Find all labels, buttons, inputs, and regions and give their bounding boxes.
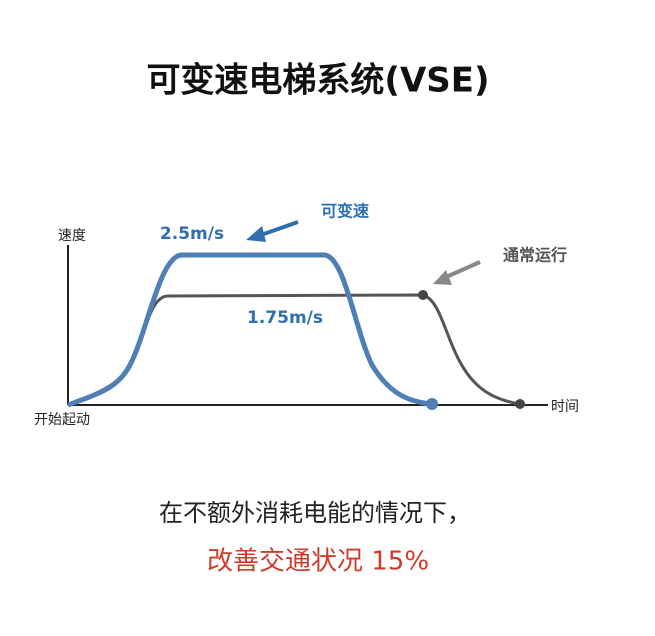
vse-curve <box>67 252 433 408</box>
normal-point <box>418 290 428 300</box>
y-axis-label: 速度 <box>58 228 86 244</box>
normal-point <box>515 399 525 409</box>
normal-arrow-head <box>433 270 452 285</box>
normal-speed: 1.75m/s <box>247 308 323 328</box>
vse-label: 可变速 <box>321 202 369 221</box>
vse-arrow <box>257 220 299 238</box>
normal-label: 通常运行 <box>503 246 567 265</box>
title: 可变速电梯系统(VSE) <box>146 61 489 101</box>
vse-point <box>426 398 438 410</box>
origin-label: 开始起动 <box>34 412 90 428</box>
normal-arrow <box>443 260 481 280</box>
vse-arrow-head <box>246 226 266 242</box>
caption-highlight: 改善交通状况 15% <box>207 547 429 577</box>
x-axis-label: 时间 <box>551 399 579 415</box>
caption-line: 在不额外消耗电能的情况下， <box>159 499 471 527</box>
vse-speed: 2.5m/s <box>160 224 224 244</box>
